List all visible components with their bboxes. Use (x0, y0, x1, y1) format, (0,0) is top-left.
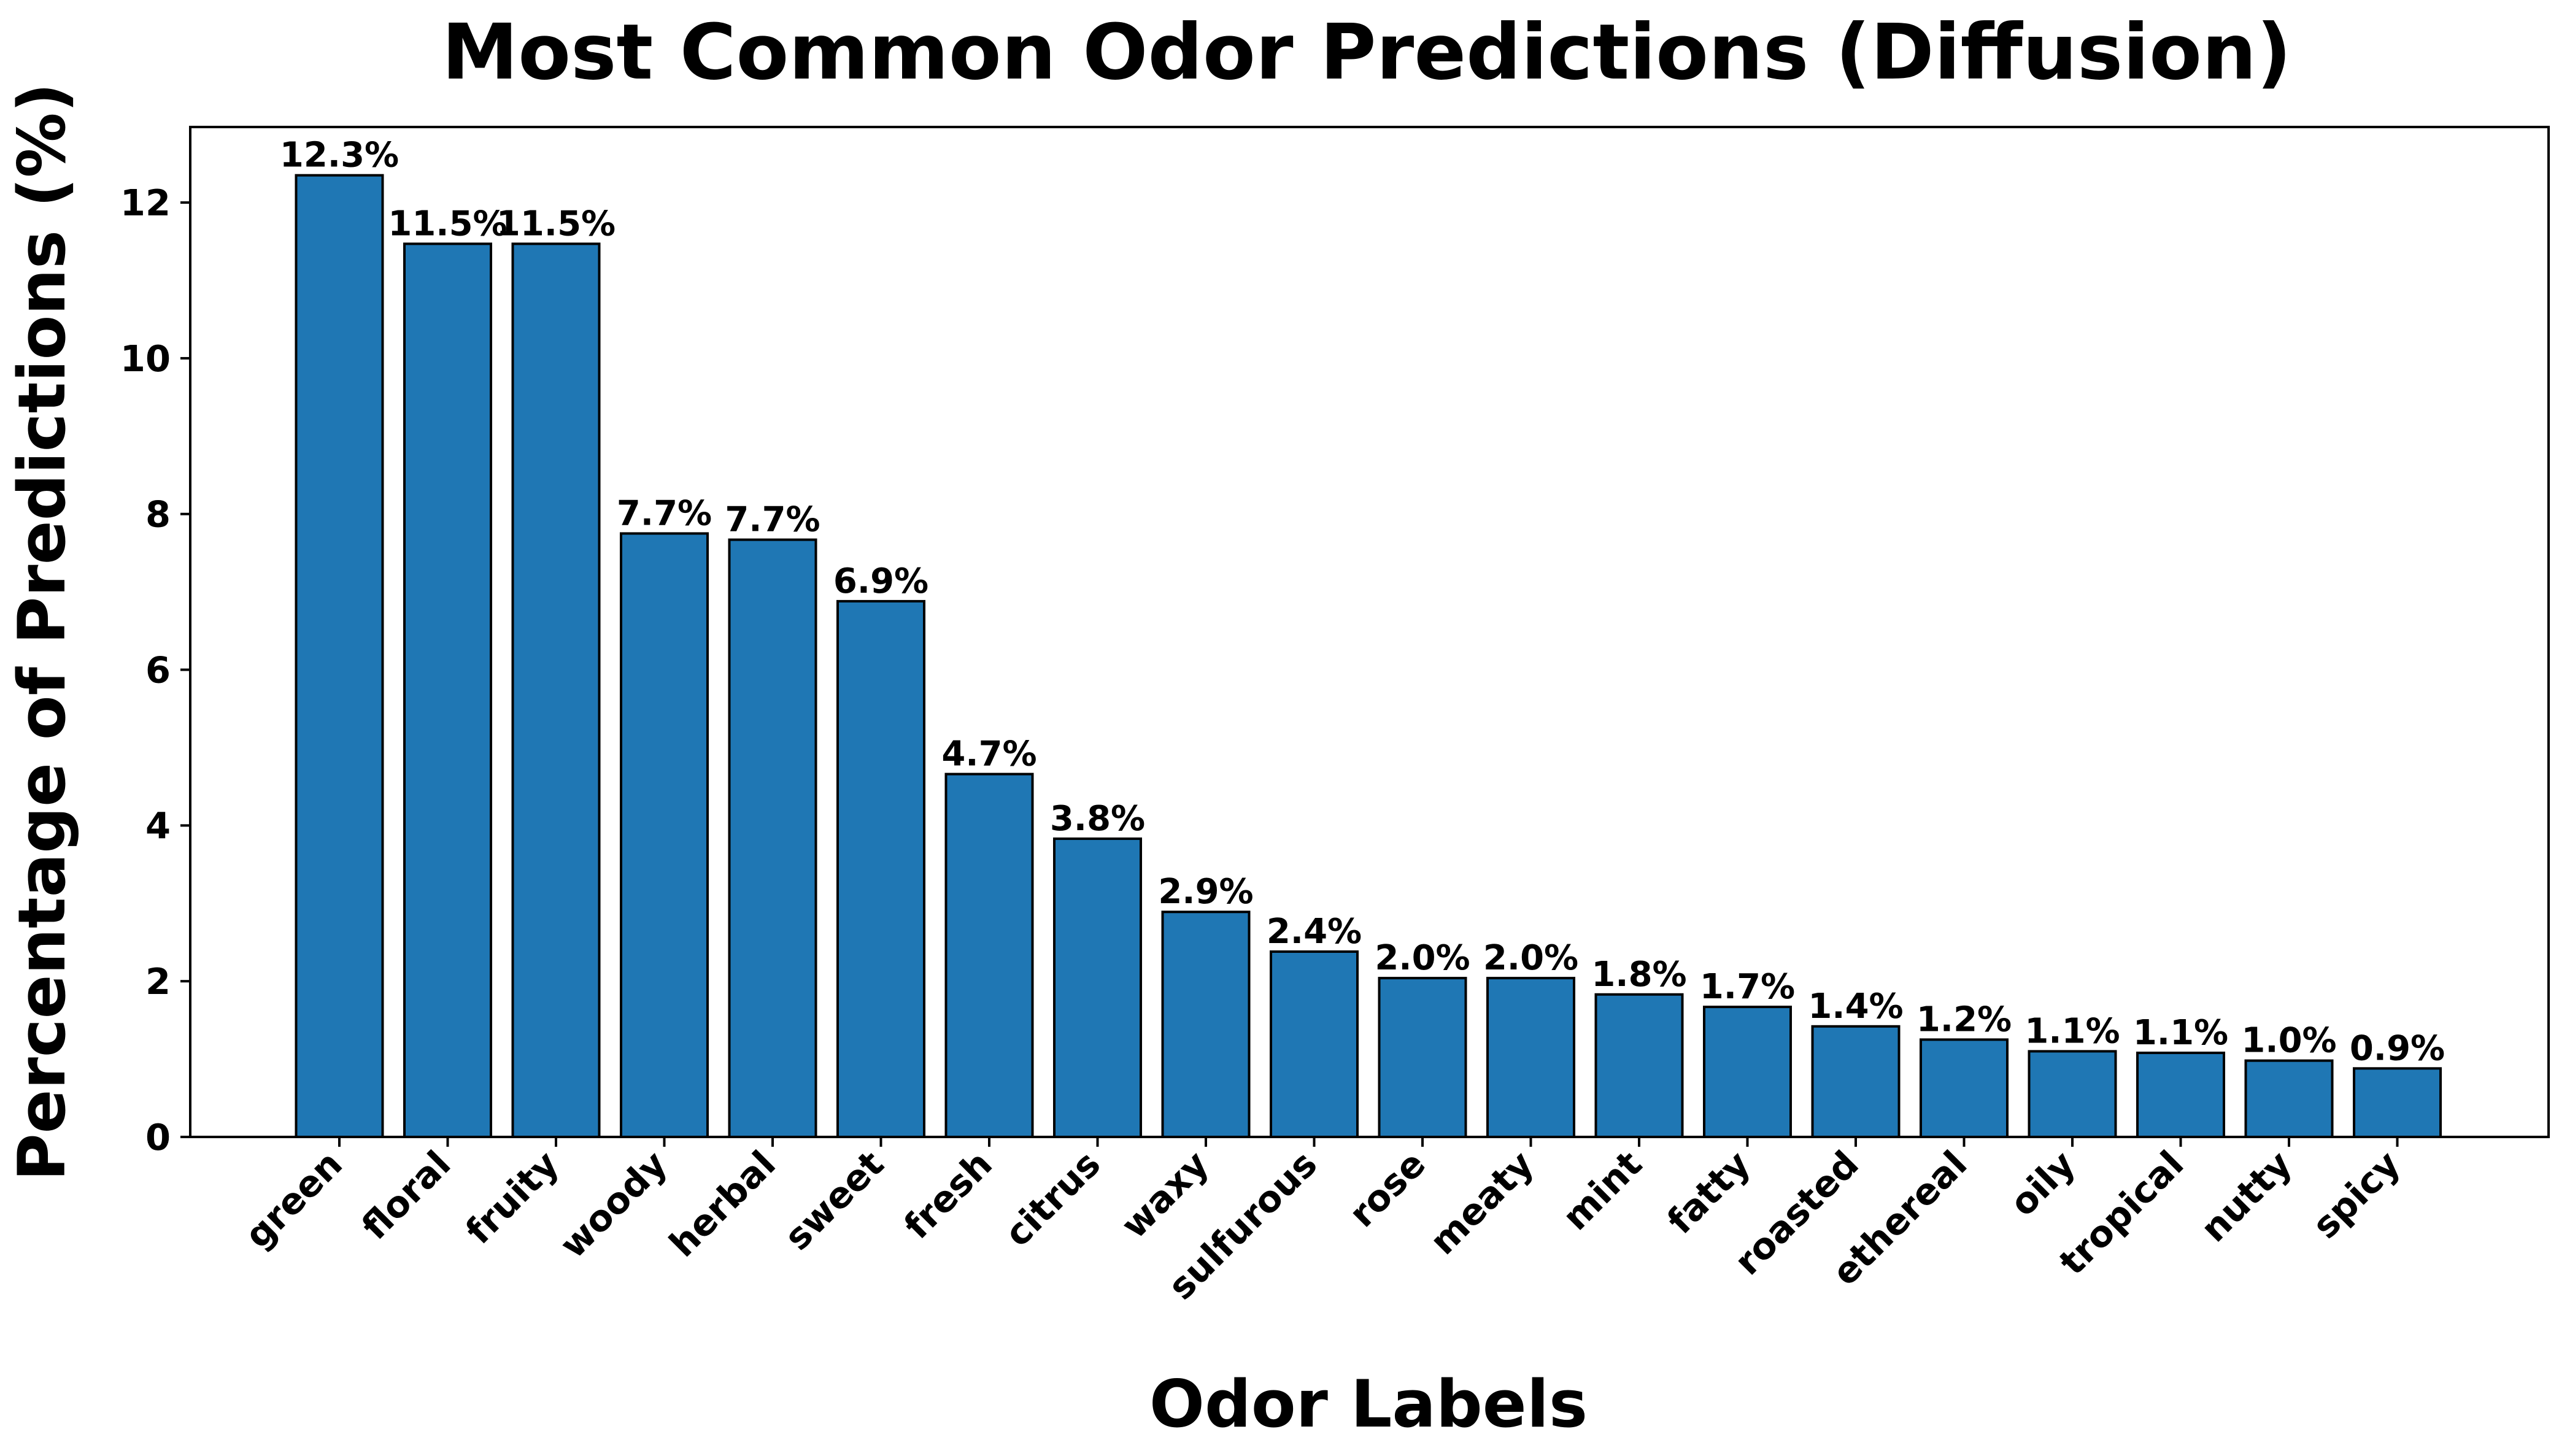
data-label-tropical: 1.1% (2133, 1013, 2228, 1053)
x-tick-label-citrus: citrus (997, 1142, 1109, 1255)
plot-frame (189, 126, 2550, 1138)
y-tick-label: 6 (145, 649, 171, 691)
x-tick-label-woody: woody (552, 1142, 676, 1266)
x-axis-label: Odor Labels (1149, 1366, 1588, 1442)
x-tick-label-fatty: fatty (1659, 1142, 1758, 1242)
bar-fruity (511, 242, 601, 1138)
y-tick-label: 2 (145, 960, 171, 1003)
data-label-spicy: 0.9% (2350, 1028, 2445, 1068)
bar-green (295, 174, 384, 1138)
data-label-fruity: 11.5% (496, 204, 616, 244)
data-labels: 12.3% 11.5%11.5% 7.7% 7.7% 6.9% 4.7% 3.8% 2.9% 2… (280, 136, 2445, 1069)
data-label-roasted: 1.4% (1808, 987, 1903, 1027)
data-label-green: 12.3% (280, 136, 399, 175)
data-label-sulfurous: 2.4% (1267, 912, 1362, 952)
bar-nutty (2244, 1059, 2334, 1138)
x-tick-label-nutty: nutty (2193, 1142, 2300, 1250)
y-tick-label: 0 (145, 1116, 171, 1158)
x-tick-label-oily: oily (2002, 1142, 2083, 1224)
bar-fatty (1703, 1006, 1792, 1139)
y-tick-label: 4 (145, 804, 171, 847)
bar-tropical (2136, 1051, 2225, 1138)
y-tick-label: 10 (120, 337, 171, 380)
data-label-oily: 1.1% (2024, 1011, 2120, 1051)
x-tick-label-floral: floral (353, 1142, 458, 1247)
data-label-ethereal: 1.2% (1916, 1000, 2012, 1039)
data-label-sweet: 6.9% (833, 561, 928, 601)
data-label-floral: 11.5% (388, 204, 507, 244)
x-tick-label-sweet: sweet (776, 1142, 892, 1258)
bar-meaty (1486, 977, 1575, 1138)
data-label-woody: 7.7% (617, 493, 712, 533)
y-axis-label: Percentage of Predictions (%) (4, 83, 80, 1181)
bar-rose (1378, 977, 1467, 1138)
bar-citrus (1053, 837, 1142, 1138)
data-label-mint: 1.8% (1591, 955, 1686, 995)
x-tick-label-waxy: waxy (1113, 1142, 1217, 1247)
bar-spicy (2353, 1067, 2442, 1139)
bar-mint (1594, 993, 1684, 1139)
y-tick-label: 12 (120, 182, 171, 224)
bar-sweet (836, 599, 925, 1138)
y-axis-ticks: 0 2 4 6 8 10 12 (120, 182, 190, 1158)
bar-fresh (944, 772, 1034, 1138)
bar-woody (620, 532, 709, 1138)
x-tick-label-mint: mint (1554, 1142, 1650, 1238)
data-label-fatty: 1.7% (1700, 967, 1795, 1007)
bar-oily (2028, 1050, 2117, 1138)
chart-title: Most Common Odor Predictions (Diffusion) (442, 8, 2291, 97)
x-tick-label-green: green (236, 1142, 350, 1257)
bar-herbal (728, 538, 817, 1138)
x-tick-label-fresh: fresh (896, 1142, 1000, 1247)
y-tick-label: 8 (145, 493, 171, 536)
data-label-herbal: 7.7% (725, 500, 820, 540)
data-label-rose: 2.0% (1375, 938, 1470, 978)
bar-floral (403, 242, 492, 1138)
data-label-meaty: 2.0% (1483, 938, 1578, 978)
x-tick-label-meaty: meaty (1422, 1142, 1542, 1263)
x-tick-label-rose: rose (1341, 1142, 1434, 1235)
x-tick-label-herbal: herbal (661, 1142, 784, 1265)
bar-waxy (1161, 911, 1251, 1138)
bar-ethereal (1920, 1038, 2009, 1139)
bar-roasted (1811, 1025, 1901, 1138)
x-tick-label-fruity: fruity (457, 1142, 567, 1252)
data-label-citrus: 3.8% (1050, 799, 1145, 839)
bar-sulfurous (1270, 950, 1359, 1138)
data-label-nutty: 1.0% (2241, 1021, 2336, 1061)
x-tick-label-spicy: spicy (2304, 1142, 2409, 1247)
data-label-waxy: 2.9% (1158, 872, 1253, 912)
bars-group (295, 174, 2442, 1139)
data-label-fresh: 4.7% (941, 734, 1036, 774)
